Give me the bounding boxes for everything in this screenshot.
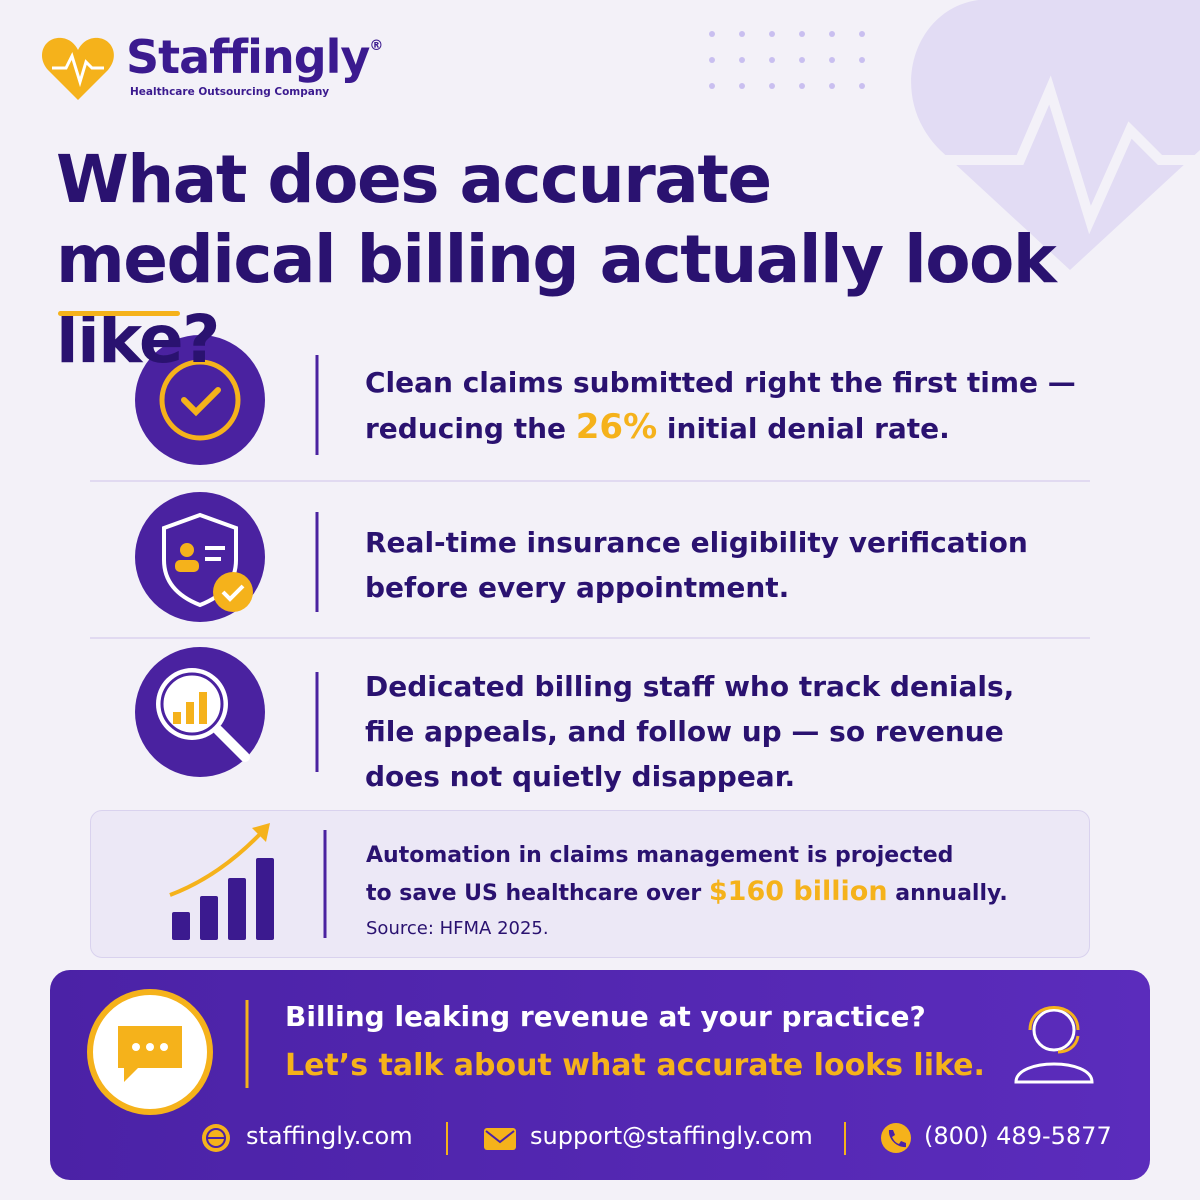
search-icon: [135, 647, 265, 777]
item-line: file appeals, and follow up — so revenue: [365, 715, 1004, 748]
tagline: Healthcare Outsourcing Company: [130, 86, 330, 98]
growth-icon: [172, 858, 274, 940]
brand-text: Staffingly: [126, 30, 370, 84]
item-line: Real-time insurance eligibility verifica…: [365, 526, 1028, 559]
accent-underline: [58, 311, 180, 316]
cta-question: Billing leaking revenue at your practice…: [285, 1000, 926, 1033]
headline-line: medical billing actually look like?: [56, 221, 1057, 378]
growth-arrow: [169, 830, 264, 897]
highlight: $160 billion: [708, 876, 888, 907]
globe-icon: [202, 1124, 230, 1152]
check-icon: [135, 335, 265, 465]
item-line: before every appointment.: [365, 571, 790, 604]
item-line: reducing the 26% initial denial rate.: [365, 405, 1076, 451]
mail-icon: [484, 1128, 516, 1150]
logo-pulse: [52, 51, 104, 88]
headline-line: What does accurate: [56, 141, 772, 218]
stat-line: Automation in claims management is proje…: [366, 843, 954, 868]
headline: What does accurate medical billing actua…: [56, 140, 1200, 380]
brand-name: Staffingly®: [126, 30, 383, 84]
item-line: does not quietly disappear.: [365, 760, 796, 793]
cta-invite: Let’s talk about what accurate looks lik…: [285, 1048, 985, 1083]
text: to save US healthcare over: [366, 881, 702, 906]
registered-mark: ®: [369, 38, 383, 54]
phone-icon: [881, 1123, 911, 1153]
highlight: 26%: [575, 407, 658, 447]
website[interactable]: staffingly.com: [246, 1122, 413, 1150]
cta-box: [50, 970, 1150, 1180]
item-text: Real-time insurance eligibility verifica…: [365, 520, 1028, 610]
shield-icon: [135, 492, 265, 622]
chat-icon: [87, 989, 213, 1115]
logo-heart: [42, 37, 114, 100]
stat-text: Automation in claims management is proje…: [366, 838, 1008, 912]
item-text: Dedicated billing staff who track denial…: [365, 664, 1014, 799]
text: annually.: [895, 881, 1008, 906]
item-line: Clean claims submitted right the first t…: [365, 366, 1076, 399]
email[interactable]: support@staffingly.com: [530, 1122, 813, 1150]
text: reducing the: [365, 412, 567, 445]
bg-heart: [911, 0, 1200, 270]
stat-line: to save US healthcare over $160 billion …: [366, 874, 1008, 912]
dot-grid: [709, 31, 865, 89]
agent-icon: [1014, 1006, 1094, 1084]
arrow-head: [252, 823, 270, 842]
text: initial denial rate.: [666, 412, 950, 445]
phone[interactable]: (800) 489-5877: [924, 1122, 1112, 1150]
item-text: Clean claims submitted right the first t…: [365, 360, 1076, 451]
source: Source: HFMA 2025.: [366, 918, 549, 939]
item-line: Dedicated billing staff who track denial…: [365, 670, 1015, 703]
bg-pulse: [900, 75, 1200, 235]
